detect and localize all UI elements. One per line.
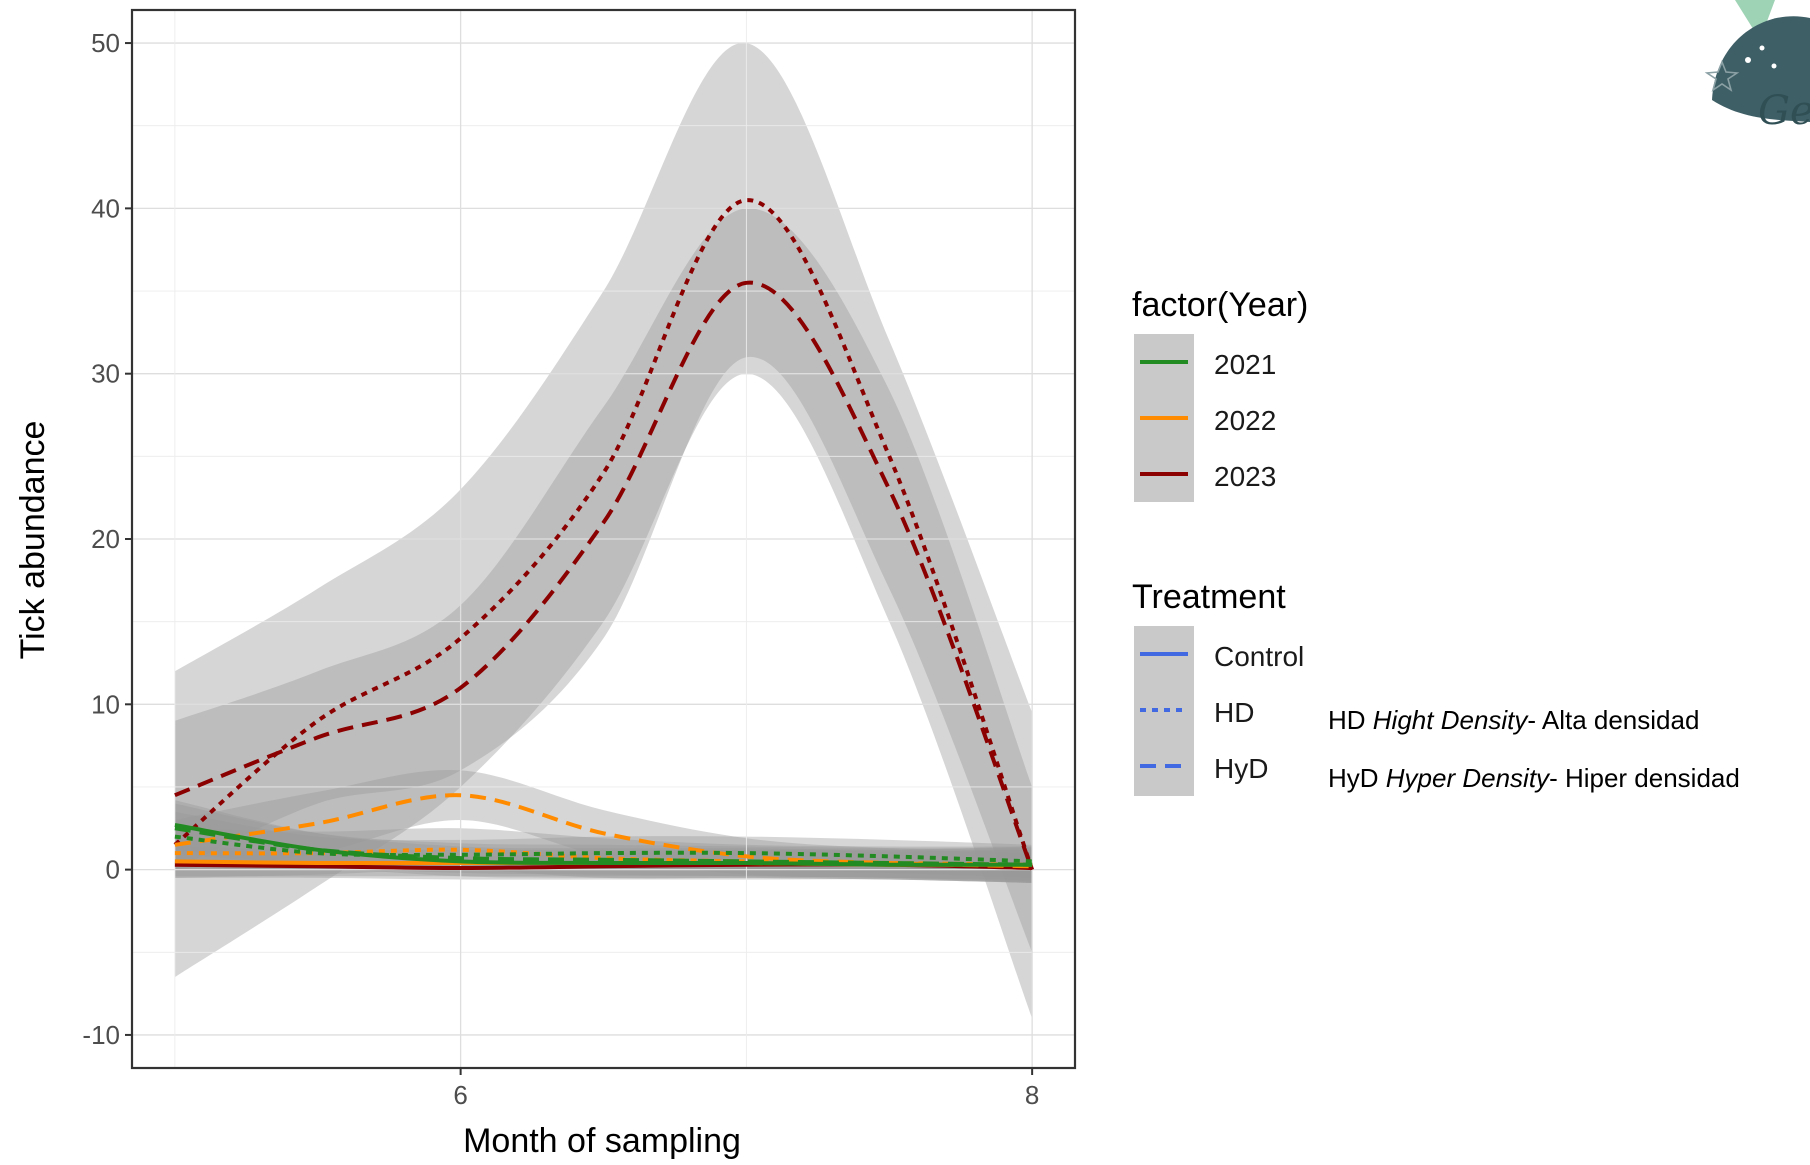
y-tick-label: 50 [91,28,120,58]
legend-label-Control: Control [1214,641,1304,672]
legend-title-year: factor(Year) [1132,286,1308,324]
y-tick-label: -10 [82,1020,120,1050]
grid-lines [132,10,1075,1068]
annotation-term: Hyper Density [1386,763,1551,793]
legend-label-HyD: HyD [1214,753,1268,784]
logo: Gee [1704,0,1810,134]
logo-text: Gee [1758,88,1810,134]
legend-title-treatment: Treatment [1132,578,1286,616]
line-2023-HD [173,198,1034,871]
confidence-bands [174,42,1033,1019]
y-axis-title: Tick abundance [14,421,52,660]
annotation-HD: HD Hight Density- Alta densidad [1328,705,1699,735]
legend-label-HD: HD [1214,697,1254,728]
y-tick-label: 0 [106,855,120,885]
y-tick-label: 40 [91,193,120,223]
legends: factor(Year) 2021 2022 2023 Treatment Control… [1132,286,1740,796]
series-lines [173,198,1034,871]
legend-label-2022: 2022 [1214,405,1276,436]
y-tick-label: 30 [91,359,120,389]
annotation-HyD: HyD Hyper Density- Hiper densidad [1328,763,1740,793]
x-axis-title: Month of sampling [463,1122,741,1160]
axis-ticks: -10 0 10 20 30 40 50 6 8 [82,28,1039,1110]
x-tick-label: 6 [453,1080,467,1110]
band-2022-HyD [174,770,1033,883]
annotation-prefix: HyD [1328,763,1386,793]
annotation-suffix: - Hiper densidad [1549,763,1740,793]
line-2021-HyD [174,826,1033,867]
y-tick-label: 10 [91,689,120,719]
legend-label-2023: 2023 [1214,461,1276,492]
band-2023-HD [174,42,1033,1019]
annotation-suffix: - Alta densidad [1527,705,1699,735]
annotation-term: Hight Density [1373,705,1530,735]
x-tick-label: 8 [1025,1080,1039,1110]
legend-label-2021: 2021 [1214,349,1276,380]
band-2023-HyD [174,208,1033,953]
y-tick-label: 20 [91,524,120,554]
annotation-prefix: HD [1328,705,1373,735]
line-2023-HyD [174,280,1034,871]
line-2021-Control [174,823,1033,867]
